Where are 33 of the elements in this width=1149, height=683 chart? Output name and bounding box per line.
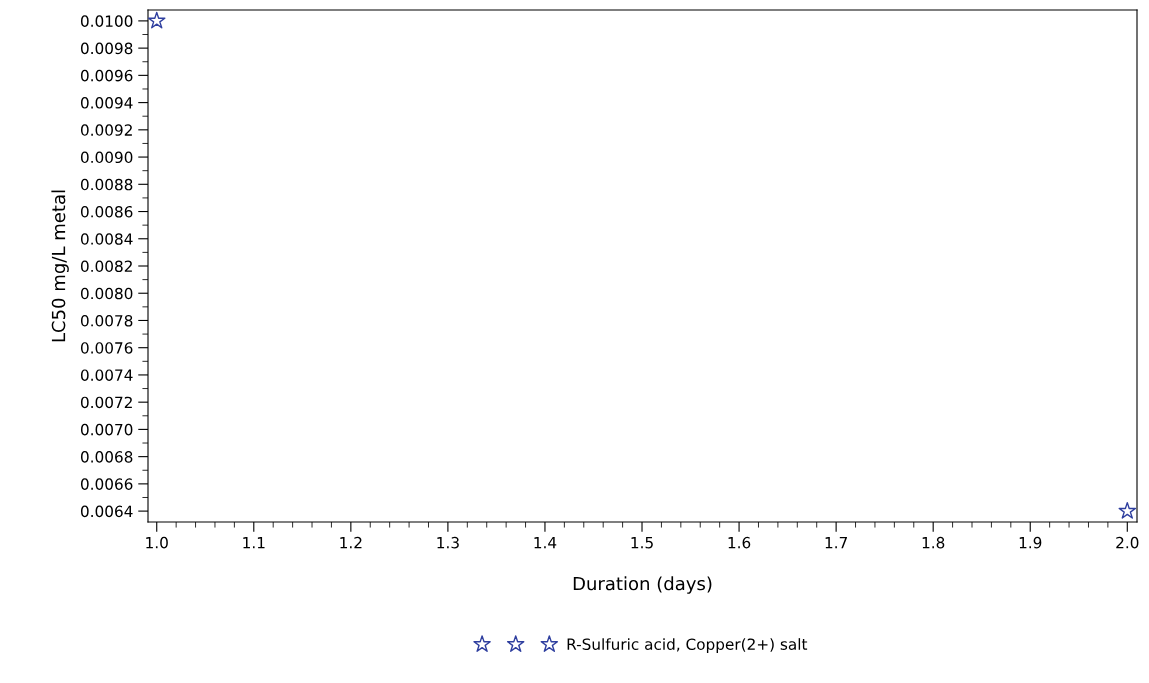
y-tick-label: 0.0086 — [80, 206, 133, 218]
y-axis-title: LC50 mg/L metal — [51, 190, 69, 342]
y-tick-label: 0.0078 — [80, 314, 133, 327]
x-tick-label: 1.8 — [922, 536, 945, 549]
y-tick-label: 0.0076 — [80, 342, 133, 354]
y-tick-label: 0.0088 — [80, 178, 133, 191]
x-axis-title: Duration (days) — [573, 576, 712, 594]
y-tick-label: 0.0090 — [80, 151, 133, 164]
x-tick-label: 1.6 — [728, 536, 751, 549]
y-tick-label: 0.0080 — [80, 287, 133, 300]
legend-label: R-Sulfuric acid, Copper(2+) salt — [567, 638, 808, 653]
x-tick-label: 1.9 — [1019, 536, 1042, 549]
y-tick-label: 0.0094 — [80, 97, 133, 109]
y-tick-label: 0.0064 — [80, 505, 133, 518]
y-tick-label: 0.0084 — [80, 233, 133, 245]
y-tick-label: 0.0100 — [80, 15, 133, 27]
x-tick-label: 1.5 — [631, 537, 653, 549]
x-tick-label: 1.2 — [340, 536, 362, 549]
y-tick-label: 0.0066 — [80, 478, 133, 490]
y-tick-label: 0.0092 — [80, 124, 132, 136]
x-tick-label: 1.1 — [243, 537, 265, 549]
x-tick-label: 1.3 — [437, 536, 459, 549]
y-tick-label: 0.0074 — [80, 369, 133, 381]
y-tick-label: 0.0070 — [80, 423, 133, 436]
x-tick-label: 1.7 — [825, 537, 847, 549]
y-tick-label: 0.0068 — [80, 451, 133, 463]
y-tick-label: 0.0082 — [80, 260, 132, 273]
x-tick-label: 1.4 — [534, 537, 557, 549]
y-tick-label: 0.0096 — [80, 69, 133, 82]
x-tick-label: 1.0 — [146, 536, 168, 549]
x-tick-label: 2.0 — [1116, 536, 1139, 549]
y-tick-label: 0.0072 — [80, 396, 132, 409]
y-tick-label: 0.0098 — [80, 42, 133, 55]
